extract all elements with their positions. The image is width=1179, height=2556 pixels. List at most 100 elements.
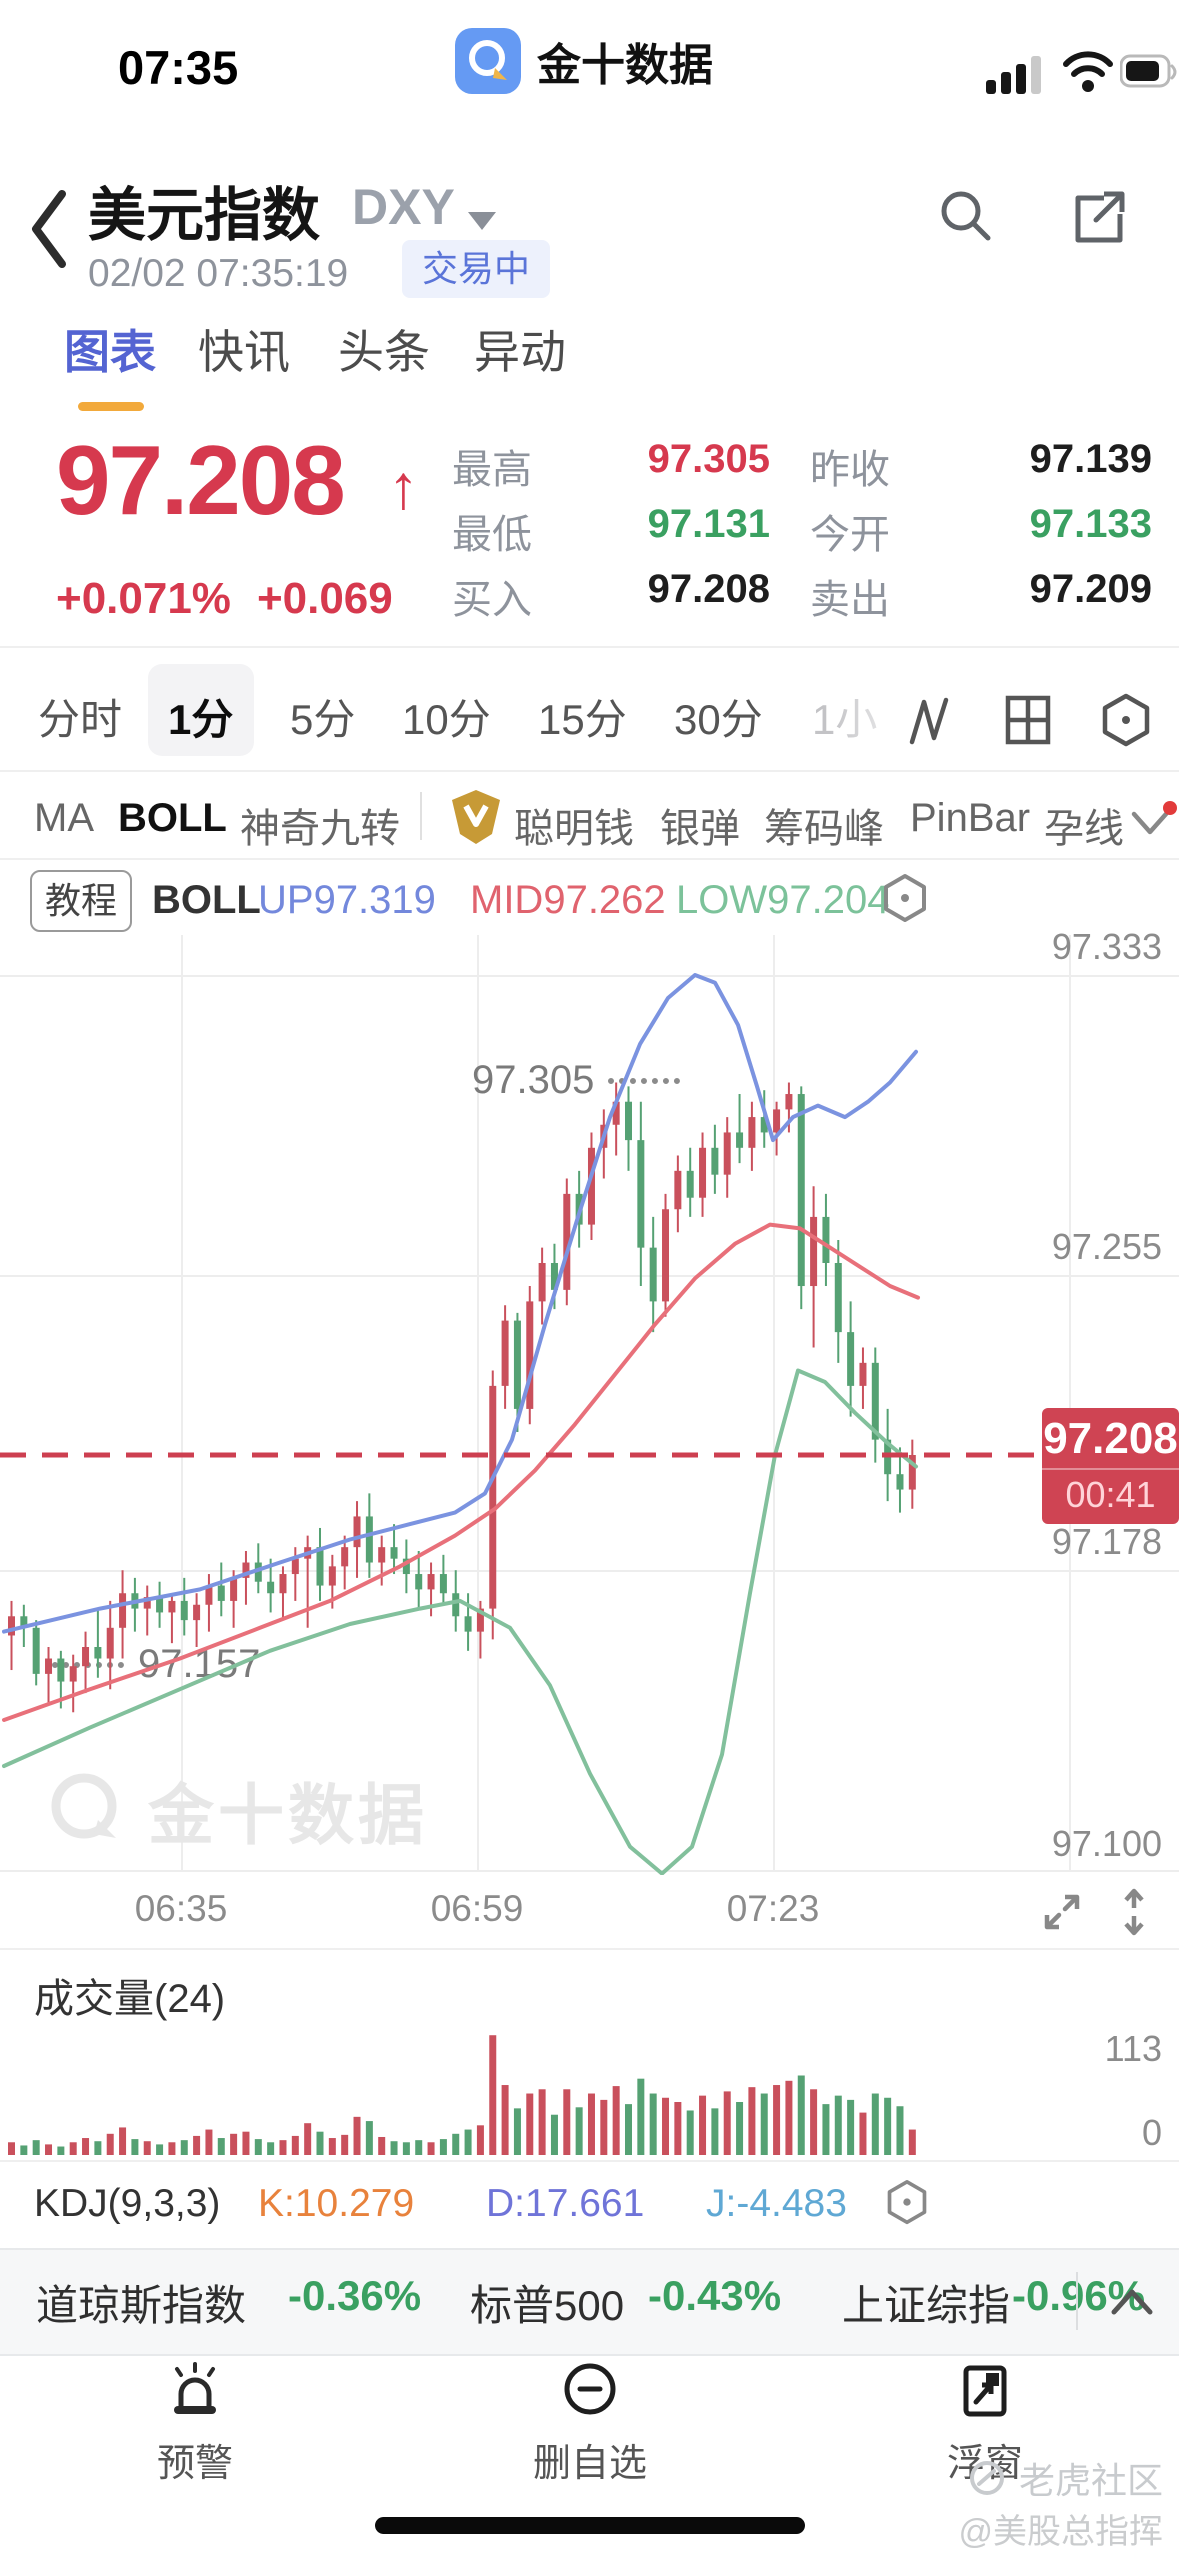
draw-tool-icon[interactable] (900, 690, 956, 750)
tutorial-button[interactable]: 教程 (30, 870, 132, 932)
gridline (0, 1570, 1179, 1572)
indicator-more-chevron-icon[interactable] (1124, 800, 1178, 848)
timeframe-5min[interactable]: 5分 (290, 696, 356, 743)
home-indicator[interactable] (375, 2517, 805, 2534)
kdj-title: KDJ(9,3,3) (34, 2182, 221, 2225)
stat-value-open: 97.133 (1029, 502, 1152, 546)
minus-circle-icon (564, 2363, 616, 2415)
ticker-name[interactable]: 标普500 (470, 2282, 625, 2329)
timeframe-fade (830, 650, 960, 768)
tiger-community-icon (969, 2461, 1004, 2495)
ticker-divider (1076, 2272, 1078, 2330)
nav-remove-watchlist-button[interactable]: 删自选 (480, 2360, 700, 2487)
wifi-icon (1062, 50, 1114, 94)
price-up-arrow-icon: ↑ (388, 453, 419, 522)
y-axis-label: 97.255 (1051, 1226, 1162, 1267)
gridline (477, 935, 479, 1870)
signal-icon (986, 52, 1056, 96)
chart-watermark: 金十数据 (44, 1762, 428, 1858)
timeframe-15min[interactable]: 15分 (538, 696, 627, 743)
x-axis-label: 06:59 (430, 1888, 524, 1929)
share-icon[interactable] (1068, 186, 1130, 248)
tab-chart[interactable]: 图表 (64, 326, 156, 378)
boll-visibility-icon[interactable] (880, 872, 930, 926)
nav-alert-button[interactable]: 预警 (85, 2360, 305, 2487)
x-axis-label: 06:35 (134, 1888, 228, 1929)
timeframe-30min[interactable]: 30分 (674, 696, 763, 743)
symbol-selector[interactable]: DXY (352, 179, 455, 235)
candlestick-chart[interactable] (0, 935, 1179, 1875)
status-app-pill: 金十数据 (455, 28, 713, 94)
change-percent: +0.071% (56, 574, 231, 623)
smart-money-icon[interactable] (448, 786, 504, 848)
tab-headlines[interactable]: 头条 (338, 326, 430, 378)
ticker-change[interactable]: -0.43% (648, 2272, 782, 2319)
gridline (181, 935, 183, 1870)
indicator-ma[interactable]: MA (34, 796, 94, 840)
ticker-change[interactable]: -0.96% (1012, 2272, 1146, 2319)
community-watermark: 老虎社区 (967, 2452, 1163, 2504)
gridline (0, 1870, 1179, 1872)
stat-value-high: 97.305 (647, 437, 770, 481)
current-price-badge: 97.208 00:41 (1042, 1408, 1179, 1524)
status-time: 07:35 (118, 41, 239, 94)
indicator-smart-money[interactable]: 聪明钱 (514, 807, 634, 851)
alert-siren-icon (174, 2362, 216, 2414)
quote-datetime: 02/02 07:35:19 (88, 252, 349, 295)
timeframe-active-bg (148, 664, 254, 756)
badge-countdown: 00:41 (1042, 1468, 1179, 1524)
app-logo-icon (455, 28, 521, 94)
timeframe-fenshi[interactable]: 分时 (38, 696, 123, 743)
stat-label: 最低 (452, 513, 532, 557)
price-change: +0.071% +0.069 (56, 574, 393, 624)
ticker-collapse-chevron-icon[interactable] (1104, 2280, 1160, 2324)
gridline (773, 935, 775, 1870)
change-absolute: +0.069 (256, 574, 393, 623)
y-axis-label: 97.100 (1051, 1823, 1162, 1864)
ticker-name[interactable]: 上证综指 (842, 2282, 1011, 2329)
back-button[interactable] (24, 184, 76, 274)
stat-label: 买入 (452, 578, 532, 622)
boll-up-value: UP97.319 (258, 878, 436, 922)
float-window-icon (963, 2365, 1007, 2417)
kdj-k-value: K:10.279 (258, 2182, 415, 2225)
y-axis-label: 97.333 (1051, 926, 1162, 967)
symbol-caret-icon[interactable] (468, 212, 496, 230)
volume-chart[interactable] (0, 1950, 1179, 2158)
tab-movers[interactable]: 异动 (474, 326, 566, 378)
boll-name: BOLL (152, 878, 261, 922)
indicator-silver[interactable]: 银弹 (660, 807, 740, 851)
search-icon[interactable] (934, 184, 998, 248)
battery-icon (1120, 50, 1179, 94)
indicator-divider (420, 792, 422, 840)
tab-newsflash[interactable]: 快讯 (198, 326, 290, 378)
volume-min-label: 0 (1141, 2112, 1162, 2153)
indicator-nine[interactable]: 神奇九转 (240, 807, 400, 851)
tab-active-underline (78, 402, 144, 411)
hexagon-settings-icon[interactable] (1098, 690, 1154, 750)
fullscreen-expand-icon[interactable] (1032, 1882, 1092, 1942)
indicator-chips[interactable]: 筹码峰 (764, 807, 884, 851)
volume-title: 成交量(24) (34, 1977, 226, 2021)
timeframe-1min[interactable]: 1分 (168, 696, 234, 743)
indicator-boll[interactable]: BOLL (118, 796, 227, 840)
status-app-name: 金十数据 (537, 41, 713, 90)
stat-label: 今开 (810, 513, 890, 557)
ticker-change[interactable]: -0.36% (288, 2272, 422, 2319)
author-watermark: @美股总指挥 (958, 2513, 1163, 2551)
page-title: 美元指数 (88, 183, 321, 248)
stat-value-prevclose: 97.139 (1029, 437, 1152, 481)
kdj-d-value: D:17.661 (486, 2182, 645, 2225)
stat-label: 昨收 (810, 448, 890, 492)
indicator-harami[interactable]: 孕线 (1044, 807, 1124, 851)
gridline (0, 975, 1179, 977)
indicator-pinbar[interactable]: PinBar (910, 796, 1031, 840)
kdj-visibility-icon[interactable] (884, 2178, 930, 2228)
annotation-high: 97.305 (472, 1058, 681, 1103)
scale-updown-icon[interactable] (1106, 1882, 1162, 1942)
ticker-name[interactable]: 道琼斯指数 (36, 2282, 247, 2329)
grid-layout-icon[interactable] (1000, 690, 1056, 750)
timeframe-10min[interactable]: 10分 (402, 696, 491, 743)
boll-low-value: LOW97.204 (676, 878, 890, 922)
